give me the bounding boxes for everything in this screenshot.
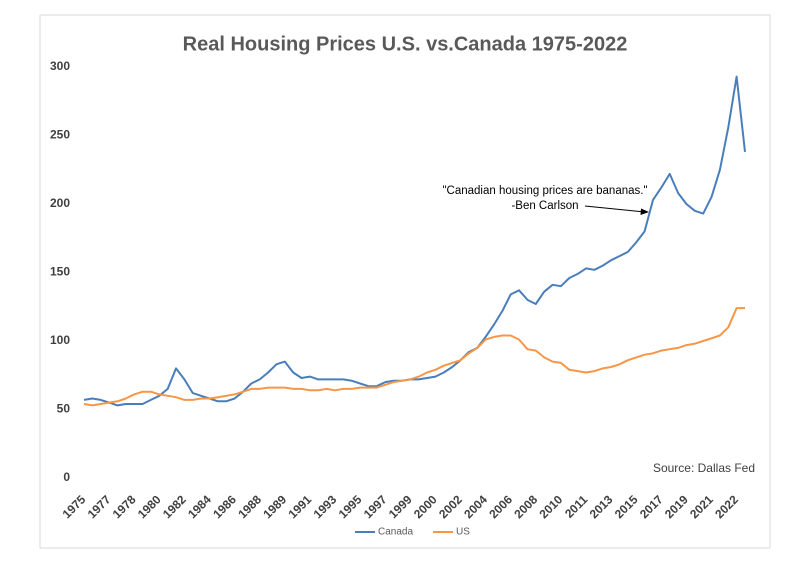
annotation: "Canadian housing prices are bananas." xyxy=(442,185,647,197)
y-tick-label: 150 xyxy=(50,265,70,279)
series-line xyxy=(83,75,746,407)
series-line xyxy=(83,307,745,407)
legend-label: US xyxy=(456,527,470,538)
y-tick-label: 300 xyxy=(50,59,70,73)
y-tick-label: 0 xyxy=(63,470,70,484)
annotation: -Ben Carlson xyxy=(511,200,578,212)
y-tick-label: 100 xyxy=(50,333,70,347)
annotation-arrow xyxy=(584,205,646,213)
y-tick-label: 200 xyxy=(50,196,70,210)
arrow-head xyxy=(640,208,649,215)
chart-frame xyxy=(39,14,771,549)
chart-title: Real Housing Prices U.S. vs.Canada 1975-… xyxy=(183,33,628,55)
legend-label: Canada xyxy=(378,527,413,538)
source: Source: Dallas Fed xyxy=(653,461,755,475)
y-tick-label: 50 xyxy=(57,402,71,416)
y-tick-label: 250 xyxy=(50,128,70,142)
